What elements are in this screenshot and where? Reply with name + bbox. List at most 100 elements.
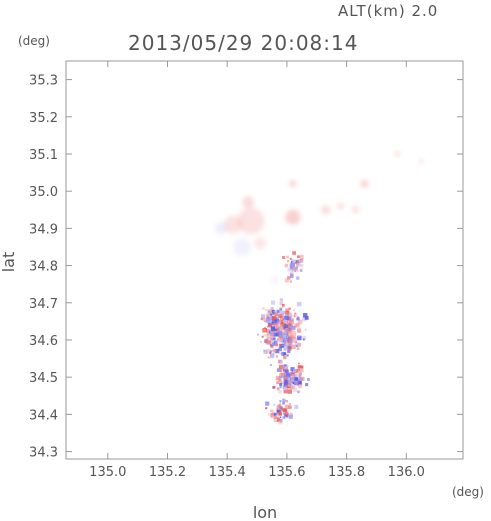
echo-pixel	[271, 330, 274, 333]
x-tick-label: 135.8	[328, 465, 365, 480]
echo-pixel	[291, 329, 295, 333]
echo-pixel	[292, 387, 298, 393]
echo-pixel	[284, 263, 289, 268]
echo-pixel	[292, 321, 295, 324]
echo-pixel	[290, 273, 293, 276]
echo-pixel	[262, 328, 267, 332]
echo-pixel	[271, 309, 276, 314]
x-tick-label: 136.0	[388, 465, 425, 480]
y-tick-label: 34.6	[29, 334, 58, 349]
echo-pixel	[297, 390, 300, 394]
echo-pixel	[279, 352, 282, 355]
echo-pixel	[273, 333, 278, 337]
echo-pixel	[294, 259, 298, 264]
echo-pixel	[296, 266, 299, 268]
echo-pixel	[280, 372, 285, 377]
echo-pixel	[269, 312, 272, 315]
echo-pixel	[280, 327, 284, 332]
echo-pixel	[293, 338, 298, 343]
echo-pixel	[292, 336, 297, 341]
echo-pixel	[263, 350, 268, 355]
echo-pixel	[260, 340, 262, 343]
echo-pixel	[270, 306, 274, 311]
echo-pixel	[264, 326, 266, 329]
echo-pixel	[298, 381, 302, 385]
echo-pixel	[282, 408, 287, 413]
echo-pixel	[287, 349, 291, 354]
echo-pixel	[281, 321, 285, 324]
echo-pixel	[305, 383, 309, 387]
echo-pixel	[276, 368, 281, 372]
echo-pixel	[287, 389, 292, 394]
echo-pixel	[267, 413, 270, 416]
echo-pixel	[297, 327, 300, 330]
y-unit-label: (deg)	[18, 34, 50, 48]
echo-pixel	[294, 270, 297, 273]
echo-pixel	[284, 377, 288, 381]
echo-pixel	[292, 332, 297, 337]
echo-pixel	[274, 348, 280, 354]
echo-pixel	[271, 349, 274, 352]
echo-pixel	[279, 383, 283, 387]
echo-pixel	[283, 346, 288, 352]
echo-pixel	[298, 379, 302, 382]
echo-pixel	[260, 317, 264, 321]
echo-pixel	[294, 266, 298, 270]
echo-pixel	[262, 307, 265, 310]
echo-pixel	[283, 384, 286, 387]
echo-pixel	[301, 376, 303, 379]
echo-pixel	[282, 412, 285, 415]
echo-pixel	[281, 325, 285, 330]
x-tick-label: 135.4	[209, 465, 246, 480]
echo-pixel	[286, 373, 291, 378]
echo-pixel	[291, 344, 296, 350]
echo-pixel	[300, 268, 303, 271]
echo-pixel	[283, 355, 287, 360]
echo-pixel	[267, 319, 272, 325]
echo-pixel	[288, 307, 291, 310]
echo-pixel	[302, 317, 307, 322]
echo-pixel	[289, 280, 293, 283]
echo-pixel	[280, 334, 283, 338]
echo-pixel	[304, 328, 307, 331]
echo-pixel	[297, 331, 299, 334]
y-tick-label: 35.3	[29, 74, 58, 89]
echo-pixel	[272, 413, 275, 415]
y-tick-label: 34.4	[29, 408, 58, 423]
echo-pixel	[278, 420, 283, 425]
echo-pixel	[278, 347, 282, 352]
echo-pixel	[263, 319, 267, 323]
echo-pixel	[276, 418, 280, 422]
echo-pixel	[284, 380, 289, 385]
echo-pixel	[276, 405, 281, 409]
echo-pixel	[271, 332, 276, 337]
echo-pixel	[266, 313, 270, 318]
echo-pixel	[289, 385, 294, 390]
echo-pixel	[273, 415, 277, 420]
echo-pixel	[292, 251, 296, 255]
echo-pixel	[288, 336, 291, 339]
echo-pixel	[271, 316, 277, 321]
echo-pixel	[279, 386, 282, 389]
echo-blob	[215, 222, 228, 235]
echo-blob	[419, 159, 424, 164]
echo-pixel	[289, 346, 292, 349]
echo-pixel	[289, 334, 294, 339]
echo-blob	[224, 215, 243, 234]
echo-pixel	[293, 374, 296, 377]
echo-pixel	[266, 317, 271, 322]
echo-pixel	[280, 323, 285, 328]
echo-pixel	[296, 328, 302, 333]
echo-pixel	[283, 389, 288, 394]
echo-pixel	[299, 372, 302, 376]
echo-pixel	[270, 355, 274, 359]
echo-pixel	[270, 413, 275, 418]
echo-pixel	[266, 316, 269, 319]
echo-pixel	[297, 334, 300, 337]
echo-pixel	[286, 354, 289, 357]
echo-pixel	[270, 300, 276, 305]
echo-pixel	[257, 333, 259, 336]
y-tick-label: 34.7	[29, 297, 58, 312]
echo-pixel	[276, 412, 281, 416]
echo-pixel	[279, 308, 283, 311]
